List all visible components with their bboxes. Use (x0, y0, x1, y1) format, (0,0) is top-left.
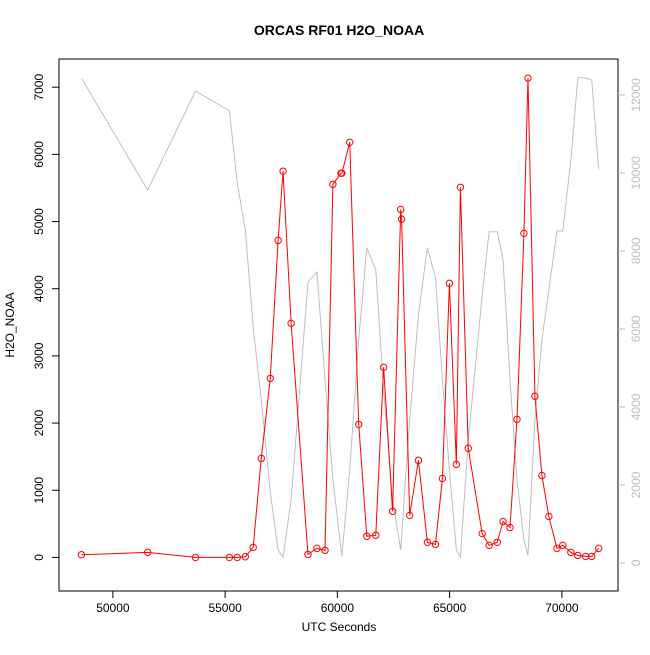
y-axis-label: H2O_NOAA (3, 292, 17, 357)
y-tick-label: 3000 (32, 342, 46, 369)
data-point (574, 551, 582, 560)
x-tick-label: 55000 (208, 601, 242, 615)
data-point (499, 517, 507, 526)
chart-title: ORCAS RF01 H2O_NOAA (254, 22, 424, 38)
data-point (588, 552, 596, 561)
data-point (77, 551, 86, 559)
data-point (545, 512, 553, 521)
data-point (431, 540, 440, 549)
x-tick-label: 70000 (545, 601, 579, 615)
y-tick-label: 4000 (32, 275, 46, 302)
y-tick-label: 6000 (32, 141, 46, 168)
y-tick-label: 1000 (32, 477, 46, 504)
data-point (567, 548, 575, 557)
data-point (257, 454, 265, 463)
data-point (493, 538, 501, 547)
data-point (396, 205, 405, 214)
y2-tick-label: 10000 (629, 156, 643, 190)
data-point (241, 553, 250, 561)
y2-tick-label: 0 (629, 559, 643, 566)
y2-tick-label: 6000 (629, 315, 643, 342)
data-point (456, 183, 465, 191)
y-tick-label: 2000 (32, 409, 46, 436)
y-tick-label: 5000 (32, 208, 46, 235)
plot-frame (58, 58, 619, 592)
data-point (478, 529, 486, 538)
data-point (363, 532, 371, 540)
data-point (531, 392, 539, 400)
data-point (329, 180, 337, 188)
data-point (143, 548, 152, 557)
y-tick-label: 7000 (32, 74, 46, 101)
data-point (423, 538, 432, 547)
data-point (464, 444, 472, 452)
data-point (372, 531, 380, 539)
data-point (321, 546, 329, 555)
data-point (304, 550, 312, 559)
y2-tick-label: 4000 (629, 393, 643, 420)
data-point (249, 543, 257, 552)
data-point (397, 215, 406, 223)
data-point (452, 460, 461, 469)
data-point (513, 415, 521, 424)
data-point (279, 167, 287, 175)
series-line (81, 78, 600, 558)
series-line (81, 77, 600, 559)
data-point (266, 374, 274, 383)
x-tick-label: 60000 (321, 601, 355, 615)
data-point (445, 279, 454, 288)
data-point (405, 511, 414, 520)
x-axis-label: UTC Seconds (302, 620, 377, 634)
data-point (559, 541, 567, 550)
data-point (338, 169, 346, 177)
data-point (538, 471, 546, 480)
data-point (233, 553, 241, 562)
data-point (274, 236, 282, 245)
data-point (388, 507, 397, 516)
y2-tick-label: 8000 (629, 237, 643, 264)
data-point (485, 541, 493, 550)
data-point (553, 544, 561, 553)
data-point (594, 544, 603, 553)
data-point (414, 456, 423, 465)
data-point (524, 74, 532, 82)
data-point (379, 363, 388, 372)
x-tick-label: 65000 (433, 601, 467, 615)
data-point (191, 553, 200, 562)
data-point (438, 474, 447, 483)
data-point (313, 544, 321, 553)
data-point (225, 553, 234, 562)
y2-tick-label: 2000 (629, 471, 643, 498)
data-point (287, 319, 295, 328)
data-point (506, 523, 514, 532)
x-tick-label: 50000 (96, 601, 130, 615)
y2-tick-label: 12000 (629, 78, 643, 112)
data-point (355, 420, 363, 429)
data-point (520, 229, 528, 238)
y-tick-label: 0 (32, 554, 46, 561)
data-point (346, 138, 354, 146)
